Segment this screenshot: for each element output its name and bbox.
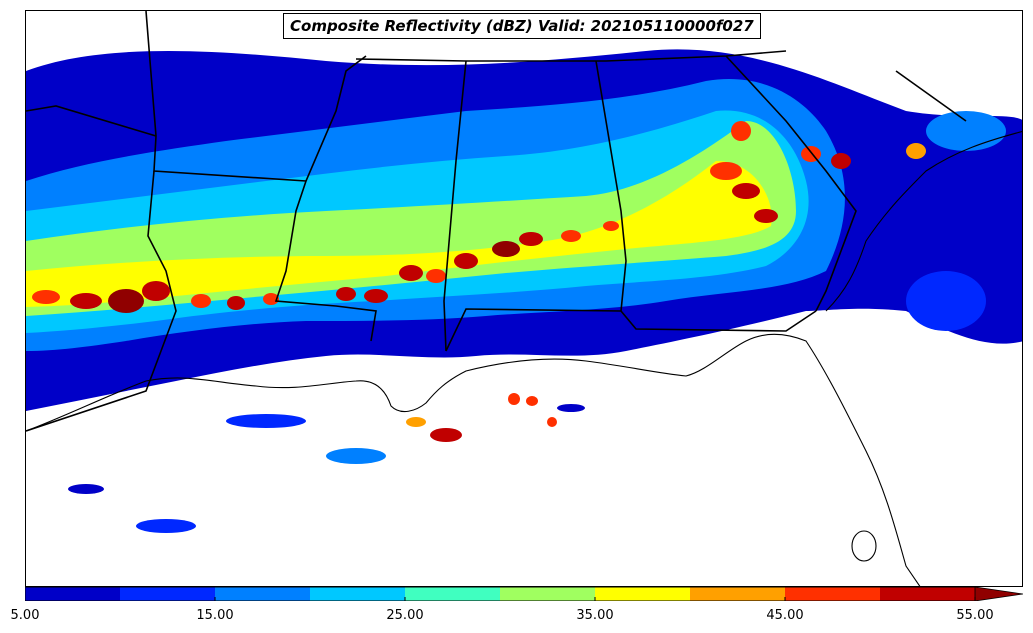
border-line (355, 50, 787, 62)
storm-cell (508, 393, 520, 405)
border-line (443, 60, 467, 352)
storm-cell (142, 281, 170, 301)
border-line (274, 55, 377, 342)
border-line (895, 70, 967, 122)
lake-okeechobee (851, 530, 877, 562)
storm-cell (108, 289, 144, 313)
colorbar-segment (215, 587, 311, 601)
storm-cell (732, 183, 760, 199)
storm-cell (454, 253, 478, 269)
coastline (26, 130, 1022, 586)
border-line (26, 170, 177, 432)
colorbar-segment (595, 587, 691, 601)
colorbar-segment (500, 587, 596, 601)
coast-line (825, 130, 1022, 312)
storm-cell (364, 289, 388, 303)
storm-cell (547, 417, 557, 427)
colorbar-tick-label: 25.00 (386, 608, 424, 623)
storm-cell (519, 232, 543, 246)
echo-fragment (926, 111, 1006, 151)
storm-cell (263, 293, 279, 305)
storm-cell (831, 153, 851, 169)
colorbar-segment (25, 587, 121, 601)
echo-fragment (136, 519, 196, 533)
storm-cell (754, 209, 778, 223)
offshore-cells (68, 111, 1006, 533)
colorbar-tick-label: 45.00 (766, 608, 804, 623)
radar-map (25, 10, 1023, 587)
storm-cell (336, 287, 356, 301)
storm-cell (526, 396, 538, 406)
storm-cell (561, 230, 581, 242)
colorbar-segment (405, 587, 501, 601)
map-title: Composite Reflectivity (dBZ) Valid: 2021… (283, 13, 761, 39)
storm-cell (603, 221, 619, 231)
storm-cell (191, 294, 211, 308)
storm-cell (406, 417, 426, 427)
echo-fragment (226, 414, 306, 428)
colorbar-segment (310, 587, 406, 601)
storm-cell (906, 143, 926, 159)
border-line (26, 105, 157, 137)
colorbar (25, 587, 1023, 601)
map-canvas (26, 11, 1022, 586)
border-line (445, 308, 622, 352)
reflectivity-field (26, 49, 1022, 533)
colorbar-segment (785, 587, 881, 601)
storm-cell (32, 290, 60, 304)
storm-cell (227, 296, 245, 310)
convective-cells (32, 121, 926, 313)
storm-cell (70, 293, 102, 309)
echo-fragment (557, 404, 585, 412)
echo-fragment (906, 271, 986, 331)
border-line (145, 11, 307, 182)
colorbar-tick-label: 35.00 (576, 608, 614, 623)
storm-cell (430, 428, 462, 442)
coast-line (26, 333, 921, 586)
colorbar-extend-arrow (974, 587, 1023, 601)
echo-band-yellow (26, 161, 772, 307)
colorbar-tick-label: 5.00 (10, 608, 40, 623)
storm-cell (710, 162, 742, 180)
colorbar-segment (690, 587, 786, 601)
storm-cell (399, 265, 423, 281)
state-borders (26, 11, 967, 432)
colorbar-segment (880, 587, 976, 601)
storm-cell (492, 241, 520, 257)
colorbar-segment (120, 587, 216, 601)
storm-cell (801, 146, 821, 162)
echo-fragment (326, 448, 386, 464)
colorbar-tick-label: 15.00 (196, 608, 234, 623)
echo-fragment (68, 484, 104, 494)
border-line (725, 55, 857, 312)
storm-cell (731, 121, 751, 141)
colorbar-tick-label: 55.00 (956, 608, 994, 623)
storm-cell (426, 269, 446, 283)
